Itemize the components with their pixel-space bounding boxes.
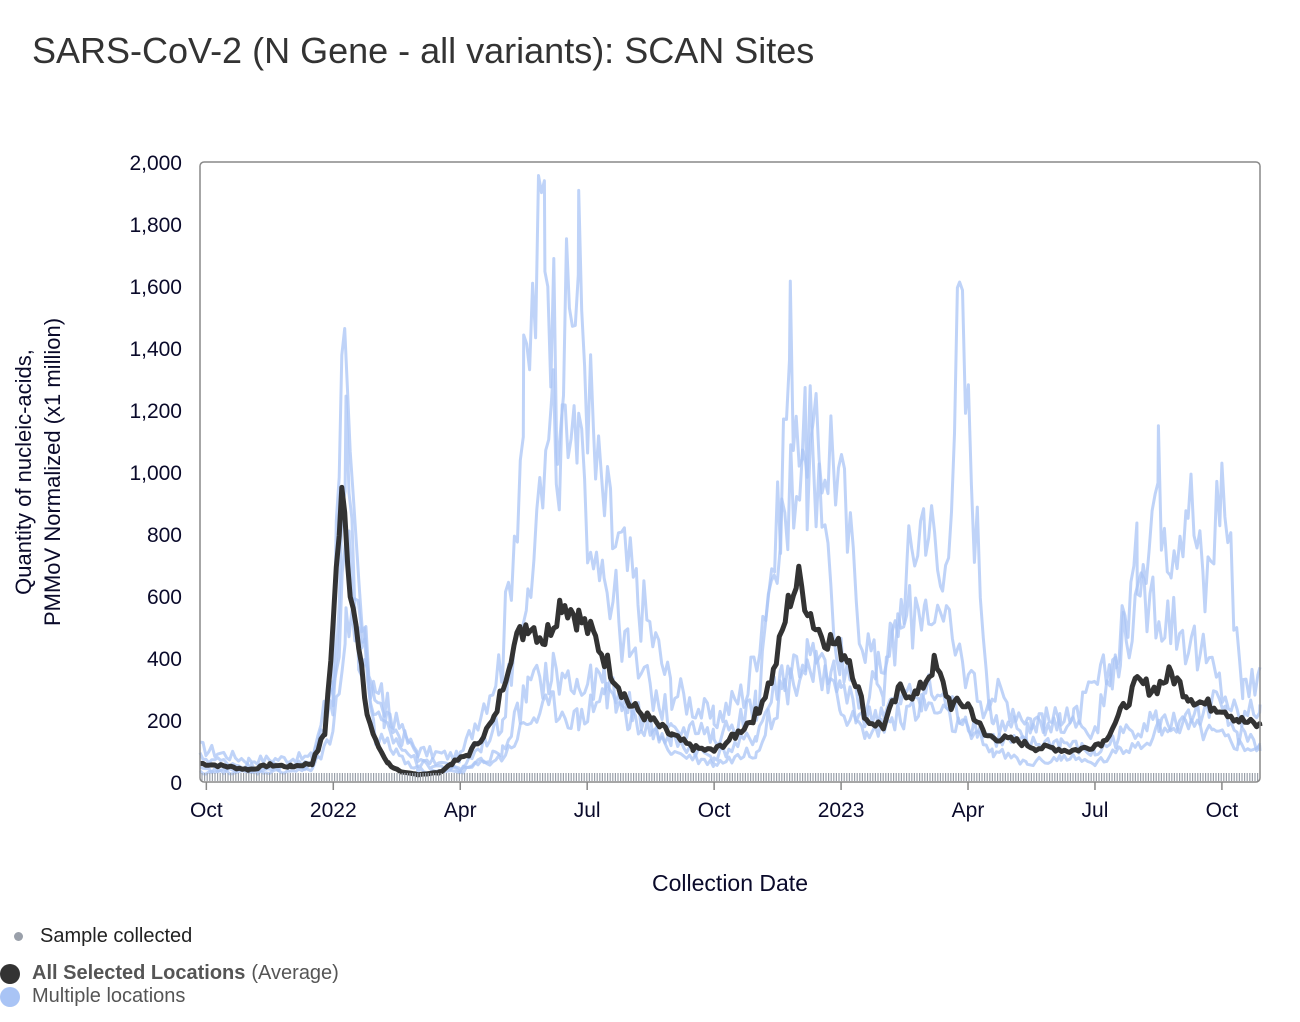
- x-tick-label: Oct: [698, 799, 731, 822]
- legend-item-sample: Sample collected: [0, 925, 192, 948]
- y-tick-label: 200: [147, 710, 182, 733]
- legend-item-locations[interactable]: Multiple locations: [0, 985, 185, 1008]
- legend-item-average[interactable]: All Selected Locations (Average): [0, 962, 339, 985]
- y-tick-label: 1,200: [129, 400, 182, 423]
- y-tick-label: 2,000: [129, 152, 182, 175]
- x-tick-label: Oct: [190, 799, 223, 822]
- x-tick-label: Oct: [1206, 799, 1239, 822]
- location-lines: [198, 174, 1262, 776]
- y-tick-label: 1,400: [129, 338, 182, 361]
- x-tick-label: Jul: [1082, 799, 1109, 822]
- x-tick-label: 2023: [818, 799, 865, 822]
- y-tick-label: 400: [147, 648, 182, 671]
- legend-label-locations: Multiple locations: [32, 985, 186, 1007]
- y-tick-label: 800: [147, 524, 182, 547]
- y-tick-label: 1,800: [129, 214, 182, 237]
- plot-frame: [199, 161, 1261, 783]
- legend-label-average: All Selected Locations: [32, 962, 246, 984]
- x-axis-label: Collection Date: [652, 870, 808, 896]
- x-tick-label: Apr: [444, 799, 477, 822]
- average-line-group: [199, 484, 1263, 778]
- sample-marker-icon: [14, 932, 23, 941]
- location-series-line[interactable]: [198, 368, 1262, 773]
- legend-note-average: (Average): [251, 962, 339, 984]
- x-tick-label: 2022: [310, 799, 357, 822]
- legend-label-sample: Sample collected: [40, 925, 193, 947]
- average-series-line[interactable]: [199, 484, 1263, 778]
- y-axis-label-line-1: Quantity of nucleic-acids,: [11, 349, 36, 595]
- average-line-marker-icon: [0, 963, 20, 984]
- location-series-line[interactable]: [198, 606, 1262, 776]
- y-tick-label: 600: [147, 586, 182, 609]
- y-tick-label: 1,000: [129, 462, 182, 485]
- y-tick-label: 0: [170, 772, 182, 795]
- location-series-line[interactable]: [199, 174, 1262, 766]
- chart-title: SARS-CoV-2 (N Gene - all variants): SCAN…: [32, 30, 815, 71]
- x-axis-ticks: Oct 2022 Apr Jul Oct 2023 Apr Jul Oct: [190, 782, 1238, 822]
- y-axis-ticks: 0 200 400 600 800 1,000 1,200 1,400 1,600 1,800 2,…: [129, 152, 182, 795]
- x-tick-label: Jul: [574, 799, 601, 822]
- location-lines-marker-icon: [0, 986, 20, 1007]
- x-tick-label: Apr: [952, 799, 985, 822]
- y-tick-label: 1,600: [129, 276, 182, 299]
- sample-collected-ticks: [201, 773, 1259, 781]
- y-axis-label-line-2: PMMoV Normalized (x1 million): [40, 318, 65, 626]
